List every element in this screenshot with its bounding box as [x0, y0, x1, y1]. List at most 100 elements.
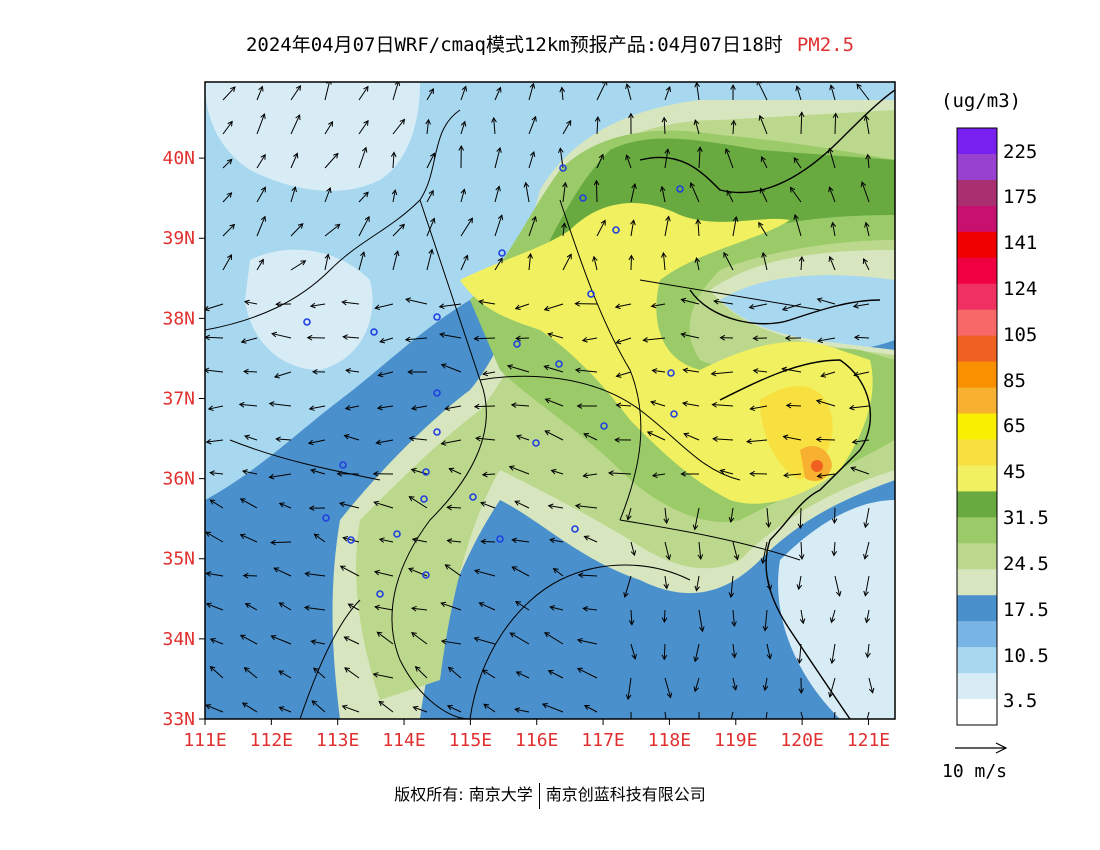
wind-arrow: [460, 85, 468, 101]
wind-arrow: [275, 436, 292, 443]
wind-arrow: [862, 258, 870, 271]
wind-arrow: [358, 191, 369, 203]
wind-arrow: [514, 707, 530, 713]
wind-arrow: [562, 181, 568, 203]
wind-arrow: [460, 217, 473, 237]
wind-arrow: [828, 255, 836, 271]
wind-arrow: [681, 401, 700, 407]
wind-arrow: [798, 111, 805, 135]
wind-arrow: [342, 334, 360, 340]
wind-arrow: [373, 500, 394, 509]
copyright-prefix: 版权所有:: [394, 785, 464, 804]
wind-arrow: [698, 711, 700, 719]
wind-arrow: [550, 468, 564, 475]
legend-swatch: [957, 621, 997, 648]
wind-arrow: [324, 152, 339, 169]
wind-arrow: [868, 677, 875, 694]
wind-arrow: [853, 334, 870, 341]
wind-arrow: [392, 118, 406, 135]
wind-arrow: [222, 120, 233, 135]
wind-arrow: [798, 541, 805, 561]
lon-label: 115E: [449, 730, 492, 751]
wind-arrow: [494, 214, 504, 237]
title-pollutant: PM2.5: [796, 34, 855, 56]
wind-arrow: [480, 538, 496, 545]
wind-arrow: [309, 302, 326, 309]
wind-arrow: [630, 219, 636, 237]
legend-units: (ug/m3): [941, 90, 1022, 112]
wind-arrow: [664, 541, 672, 561]
wind-arrow: [829, 609, 836, 624]
wind-arrow: [341, 704, 360, 713]
wind-arrow: [831, 507, 838, 524]
field-hotspot: [811, 460, 823, 472]
wind-arrow: [239, 498, 258, 509]
legend-frame: [956, 127, 998, 726]
wind-arrow: [205, 571, 224, 577]
wind-arrow: [372, 672, 394, 679]
wind-arrow: [494, 146, 502, 169]
legend-swatch: [957, 309, 997, 337]
wind-arrow: [481, 471, 496, 478]
wind-arrow: [697, 541, 704, 561]
wind-arrow: [511, 537, 530, 544]
city-marker: [612, 226, 620, 234]
wind-arrow: [256, 113, 266, 135]
wind-arrow: [372, 470, 394, 477]
wind-arrow: [509, 632, 530, 645]
wind-arrow: [311, 369, 326, 375]
wind-arrow: [241, 702, 258, 713]
city-marker: [339, 461, 347, 469]
wind-arrow: [205, 438, 224, 445]
wind-arrow: [209, 470, 224, 476]
wind-arrow: [762, 609, 769, 632]
wind-arrow: [239, 533, 258, 543]
wind-arrow: [784, 335, 802, 341]
wind-arrow: [860, 181, 870, 203]
legend-label: 141: [1003, 232, 1038, 254]
wind-arrow: [642, 337, 666, 343]
wind-arrow: [358, 85, 369, 101]
wind-arrow: [816, 297, 836, 305]
wind-arrow: [694, 575, 700, 592]
wind-arrow: [680, 297, 700, 305]
wind-arrow: [730, 84, 736, 101]
wind-arrow: [851, 438, 870, 445]
wind-arrow: [782, 434, 802, 441]
wind-arrow: [375, 439, 394, 446]
wind-arrow: [730, 119, 737, 135]
wind-arrow: [752, 368, 768, 374]
lon-label: 113E: [316, 730, 359, 751]
wind-arrow: [222, 158, 233, 169]
wind-arrow: [440, 601, 462, 611]
wind-arrow: [444, 405, 462, 411]
wind-arrow: [552, 567, 564, 577]
wind-arrow: [515, 335, 530, 342]
wind-arrow: [483, 703, 496, 713]
wind-arrow: [758, 221, 768, 237]
wind-arrow: [834, 575, 842, 597]
wind-arrow: [625, 83, 632, 101]
wind-arrow: [758, 114, 768, 135]
wind-arrow: [650, 302, 666, 309]
legend-label: 10.5: [1003, 645, 1049, 667]
lon-label: 114E: [382, 730, 425, 751]
wind-arrow: [528, 82, 536, 101]
wind-arrow: [378, 700, 394, 713]
city-marker: [496, 535, 504, 543]
legend-swatch: [957, 283, 997, 311]
wind-arrow: [793, 213, 802, 237]
wind-arrow: [205, 303, 224, 312]
legend-label: 31.5: [1003, 507, 1049, 529]
wind-arrow: [240, 337, 258, 344]
city-marker: [579, 194, 587, 202]
legend-swatch: [957, 647, 997, 674]
wind-arrow: [268, 401, 292, 407]
wind-arrow: [412, 705, 428, 713]
province-borders: [205, 109, 821, 719]
legend-label: 17.5: [1003, 599, 1049, 621]
wind-arrow: [514, 303, 530, 310]
chart-title: 2024年04月07日WRF/cmaq模式12km预报产品:04月07日18时 P…: [0, 30, 1100, 57]
wind-arrow: [728, 507, 735, 523]
map-frame: [204, 81, 896, 720]
